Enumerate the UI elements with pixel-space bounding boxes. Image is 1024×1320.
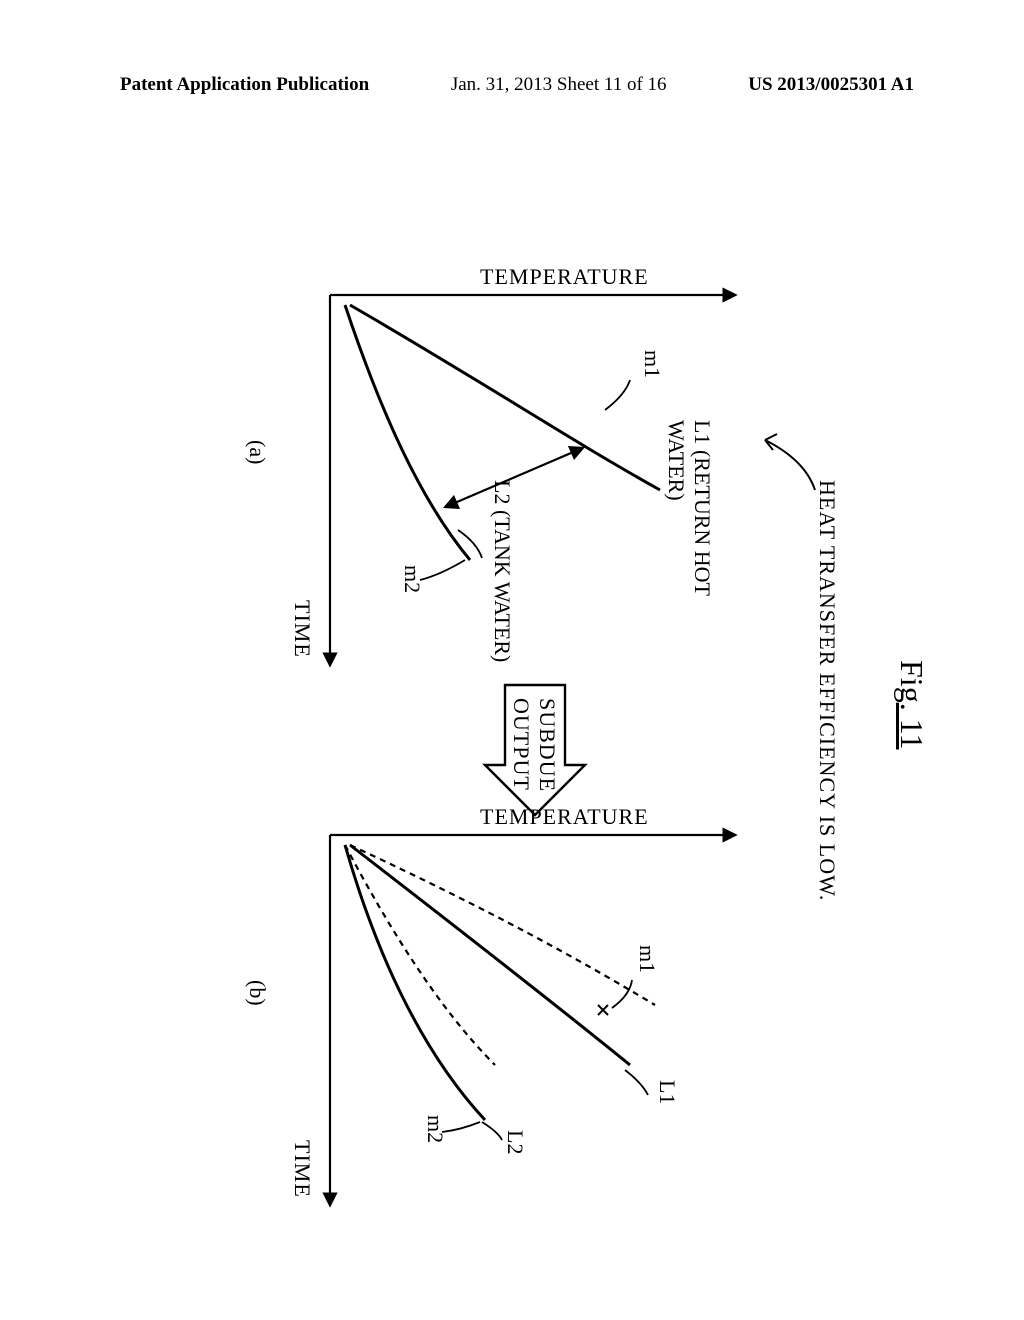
- chart-b-curve-l2: [345, 845, 485, 1120]
- chart-a-curve-l1: [350, 305, 660, 490]
- chart-a: TEMPERATURE TIME (a) m1 L1 (RETURN HOT W…: [240, 240, 760, 680]
- chart-a-sub: (a): [244, 440, 270, 464]
- top-annotation-text: HEAT TRANSFER EFFICIENCY IS LOW.: [814, 480, 840, 901]
- chart-b-x-label: TIME: [289, 1140, 315, 1198]
- header-mid: Jan. 31, 2013 Sheet 11 of 16: [451, 74, 667, 96]
- figure-title: Fig. 11: [893, 660, 930, 750]
- figure-rotated-content: Fig. 11 HEAT TRANSFER EFFICIENCY IS LOW.: [80, 200, 950, 1240]
- subdue-text: SUBDUE OUTPUT: [507, 698, 560, 792]
- figure-title-prefix: Fig: [894, 660, 930, 703]
- figure-stage: Fig. 11 HEAT TRANSFER EFFICIENCY IS LOW.: [80, 200, 950, 1240]
- chart-a-x-label: TIME: [289, 600, 315, 658]
- subdue-line2: OUTPUT: [509, 698, 534, 791]
- header-right: US 2013/0025301 A1: [748, 74, 914, 96]
- chart-a-y-label: TEMPERATURE: [480, 264, 649, 290]
- figure-title-number: . 11: [894, 703, 930, 750]
- chart-b-curve-l1: [350, 845, 630, 1065]
- header-left: Patent Application Publication: [120, 74, 369, 96]
- chart-a-curve-l2: [345, 305, 470, 560]
- chart-b-sub: (b): [244, 980, 270, 1006]
- chart-a-m2-label: m2: [399, 565, 425, 593]
- page-header: Patent Application Publication Jan. 31, …: [0, 74, 1024, 96]
- chart-b-y-label: TEMPERATURE: [480, 804, 649, 830]
- chart-b-l2-label: L2: [502, 1130, 528, 1154]
- subdue-line1: SUBDUE: [535, 698, 560, 792]
- chart-b-l1-label: L1: [654, 1080, 680, 1104]
- chart-b-m1-label: m1: [634, 945, 660, 973]
- chart-a-m1-label: m1: [639, 350, 665, 378]
- chart-a-l2-label: L2 (TANK WATER): [489, 480, 515, 662]
- chart-a-l1-label: L1 (RETURN HOT WATER): [663, 420, 715, 680]
- chart-b-svg: [300, 780, 760, 1220]
- chart-b-m2-label: m2: [422, 1115, 448, 1143]
- chart-b: TEMPERATURE TIME (b) m1 L1 L2 m2: [240, 780, 760, 1220]
